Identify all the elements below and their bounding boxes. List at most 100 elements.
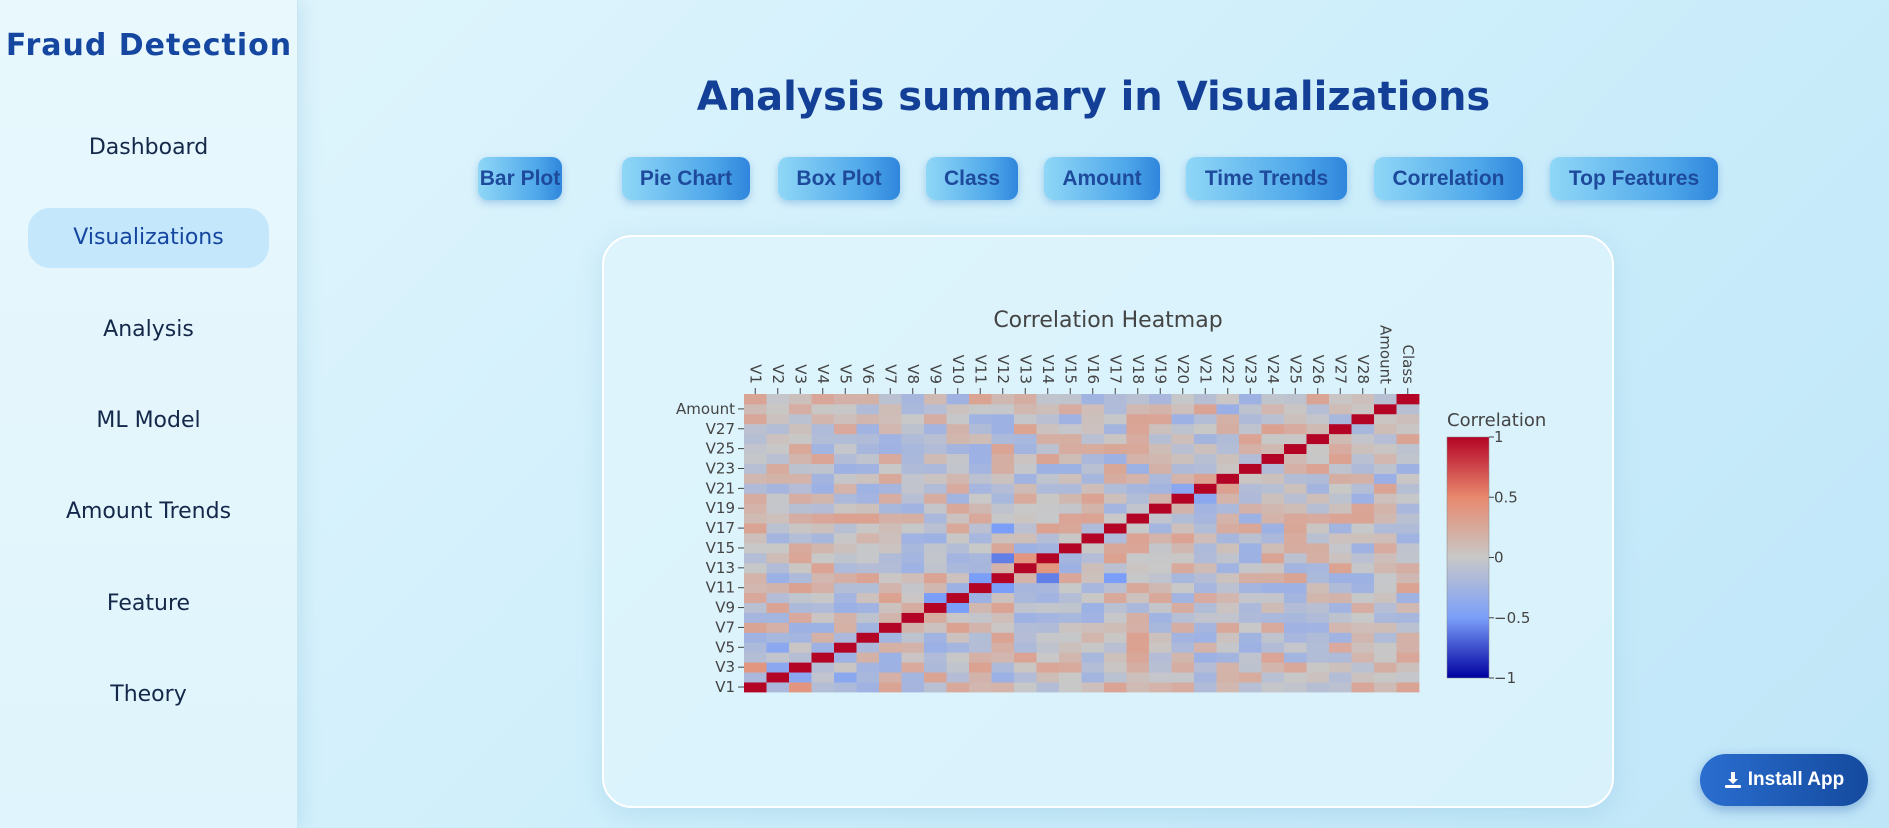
heatmap-cell [1284,632,1307,643]
heatmap-cell [1239,523,1262,534]
heatmap-cell [1396,513,1420,524]
heatmap-cell [1194,503,1217,514]
sidebar-item-ml-model[interactable]: ML Model [96,408,201,433]
heatmap-cell [1351,582,1375,594]
heatmap-cell [789,403,812,415]
heatmap-cell [1104,443,1127,454]
heatmap-cell [1239,403,1262,415]
heatmap-cell [856,503,880,514]
heatmap-cell [1374,533,1397,544]
heatmap-cell [789,682,812,693]
heatmap-cell [1059,543,1082,554]
tab-bar-plot[interactable]: Bar Plot [478,157,562,200]
x-tick-label: V26 [1309,355,1327,384]
heatmap-cell [946,463,970,474]
heatmap-cell [1396,433,1420,445]
heatmap-cell [766,483,790,494]
heatmap-cell [1374,523,1397,534]
heatmap-cell [1104,562,1127,574]
heatmap-cell [1081,572,1105,584]
heatmap-cell [1284,612,1307,623]
heatmap-cell [1059,473,1082,484]
heatmap-cell [1239,543,1262,554]
heatmap-cell [766,592,790,603]
sidebar-item-dashboard[interactable]: Dashboard [88,135,209,160]
heatmap-cell [766,433,790,445]
heatmap-cell [1014,403,1037,415]
heatmap-cell [789,473,812,484]
heatmap-cell [811,443,835,454]
sidebar-item-theory[interactable]: Theory [110,682,187,707]
heatmap-cell [969,453,992,464]
heatmap-cell [1104,483,1127,494]
x-tick-label: V14 [1039,355,1057,384]
tab-top-features[interactable]: Top Features [1550,157,1718,200]
heatmap-cell [1059,682,1082,693]
heatmap-cell [1014,483,1037,494]
heatmap-cell [1149,463,1172,474]
heatmap-cell [1059,552,1082,564]
heatmap-cell [924,433,947,445]
heatmap-cell [1216,572,1240,584]
heatmap-cell [834,513,857,524]
heatmap-cell [1126,394,1150,405]
heatmap-cell [969,473,992,484]
tab-correlation[interactable]: Correlation [1374,157,1523,200]
heatmap-cell [1014,562,1037,574]
tab-box-plot[interactable]: Box Plot [778,157,900,200]
heatmap-cell [1171,503,1195,514]
install-app-button[interactable]: Install App [1700,754,1868,806]
heatmap-cell [834,403,857,415]
x-tick-label: V22 [1219,355,1237,384]
heatmap-cell [1059,662,1082,673]
sidebar-item-analysis[interactable]: Analysis [103,317,194,342]
heatmap-cell [1126,523,1150,534]
heatmap-cell [1261,582,1285,594]
heatmap-cell [834,423,857,435]
heatmap-cell [969,602,992,613]
heatmap-cell [1396,632,1420,643]
heatmap-cell [1396,582,1420,594]
heatmap-cell [1036,572,1060,584]
heatmap-cell [1104,682,1127,693]
heatmap-cell [766,543,790,554]
heatmap-cell [991,533,1015,544]
y-tick-label: V15 [706,539,735,557]
heatmap-cell [1014,622,1037,633]
heatmap-cell [766,612,790,623]
heatmap-cell [744,642,767,653]
heatmap-cell [1059,533,1082,544]
heatmap-cell [1374,652,1397,663]
heatmap-cell [991,503,1015,514]
heatmap-cell [1036,513,1060,524]
tab-amount[interactable]: Amount [1044,157,1160,200]
heatmap-cell [1374,572,1397,584]
heatmap-cell [1104,543,1127,554]
heatmap-cell [1284,463,1307,474]
heatmap-cell [744,413,767,425]
heatmap-cell [1216,493,1240,504]
heatmap-cell [1014,672,1037,683]
heatmap-cell [1239,503,1262,514]
sidebar-item-feature[interactable]: Feature [106,591,191,616]
heatmap-cell [744,403,767,415]
sidebar-item-visualizations[interactable]: Visualizations [28,208,269,268]
heatmap-cell [1306,513,1330,524]
heatmap-cell [1126,602,1150,613]
heatmap-cell [991,682,1015,693]
heatmap-cell [1284,503,1307,514]
heatmap-cell [1059,513,1082,524]
heatmap-cell [834,394,857,405]
heatmap-cell [1216,413,1240,425]
heatmap-cell [1216,642,1240,653]
heatmap-cell [1014,423,1037,435]
heatmap-cell [766,503,790,514]
heatmap-cell [834,523,857,534]
tab-time-trends[interactable]: Time Trends [1186,157,1347,200]
sidebar-item-amount-trends[interactable]: Amount Trends [65,499,232,524]
tab-pie-chart[interactable]: Pie Chart [622,157,750,200]
heatmap-cell [1374,662,1397,673]
colorbar [1446,436,1490,679]
heatmap-cell [1351,662,1375,673]
tab-class[interactable]: Class [926,157,1018,200]
